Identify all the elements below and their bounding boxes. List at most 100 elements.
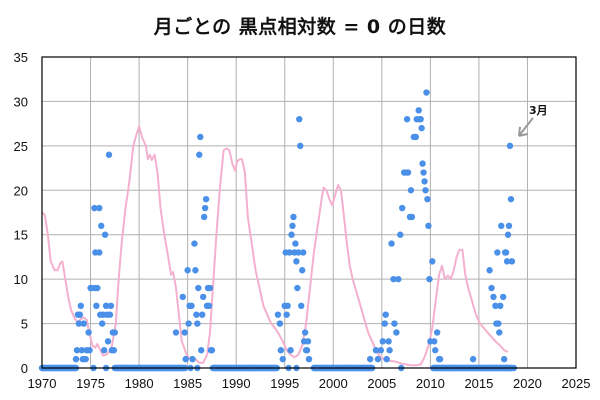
data-point xyxy=(76,311,84,318)
data-point xyxy=(422,187,429,194)
data-point xyxy=(417,116,424,123)
data-point xyxy=(496,329,503,336)
data-point xyxy=(299,267,306,274)
data-point xyxy=(433,329,441,336)
data-point xyxy=(184,267,191,274)
data-point xyxy=(305,355,313,363)
data-point xyxy=(199,293,207,301)
data-point xyxy=(407,187,415,194)
data-point xyxy=(197,133,204,141)
data-point xyxy=(208,347,216,354)
data-point xyxy=(495,320,502,327)
data-point xyxy=(303,347,311,354)
y-tick-label: 35 xyxy=(14,50,28,65)
data-point xyxy=(381,320,388,327)
data-point xyxy=(420,169,427,176)
chart-title: 月ごとの 黒点相対数 = 0 の日数 xyxy=(153,16,447,38)
data-point xyxy=(284,302,291,309)
data-point xyxy=(503,258,511,265)
data-point xyxy=(393,329,400,336)
data-point xyxy=(192,267,199,274)
data-point xyxy=(379,338,386,345)
data-point xyxy=(415,107,422,114)
data-point xyxy=(105,151,113,158)
data-point xyxy=(201,204,209,212)
data-point xyxy=(200,213,208,221)
data-point xyxy=(486,267,493,274)
data-point xyxy=(73,347,81,354)
data-point xyxy=(395,275,402,283)
data-point xyxy=(429,258,436,265)
data-point xyxy=(82,355,89,363)
data-point xyxy=(432,347,439,354)
data-point xyxy=(102,302,110,309)
data-point xyxy=(195,284,202,292)
data-point xyxy=(106,311,114,318)
data-point xyxy=(199,311,206,318)
data-point xyxy=(202,195,210,203)
data-point xyxy=(294,284,301,292)
data-point xyxy=(299,249,307,256)
x-tick-label: 1985 xyxy=(173,376,202,391)
data-point xyxy=(301,329,309,336)
data-point xyxy=(191,240,198,247)
data-point xyxy=(499,293,507,301)
data-point xyxy=(502,249,510,256)
data-point xyxy=(179,293,186,301)
data-point xyxy=(383,355,390,363)
data-point xyxy=(426,275,433,283)
data-point xyxy=(399,204,406,212)
data-point xyxy=(506,142,514,150)
data-point xyxy=(101,231,109,238)
data-point xyxy=(366,355,374,363)
x-tick-label: 2005 xyxy=(367,376,396,391)
data-point xyxy=(397,231,404,238)
data-point xyxy=(193,311,200,318)
data-point xyxy=(292,240,299,247)
data-point xyxy=(500,355,508,363)
data-point xyxy=(412,133,419,141)
x-tick-label: 2000 xyxy=(319,376,348,391)
data-point xyxy=(290,213,297,221)
y-tick-label: 15 xyxy=(14,228,28,243)
data-point xyxy=(78,347,86,354)
data-point xyxy=(276,320,284,327)
data-point xyxy=(386,347,393,354)
data-point xyxy=(391,320,398,327)
data-point xyxy=(182,355,189,363)
data-point xyxy=(288,231,295,238)
data-point xyxy=(504,231,512,238)
data-point xyxy=(96,249,103,256)
data-point xyxy=(72,355,80,363)
data-point xyxy=(469,355,477,363)
data-point xyxy=(304,338,312,345)
x-tick-label: 1980 xyxy=(125,376,154,391)
data-point xyxy=(274,311,282,318)
data-point xyxy=(185,320,192,327)
data-point xyxy=(77,302,85,309)
data-point xyxy=(286,249,293,256)
data-point xyxy=(188,302,195,309)
data-point xyxy=(181,329,188,336)
x-tick-label: 1990 xyxy=(222,376,251,391)
annotation-arrowhead xyxy=(517,126,529,137)
data-point xyxy=(295,249,302,256)
data-point xyxy=(277,347,285,354)
data-point xyxy=(196,151,203,158)
data-point xyxy=(425,222,432,230)
y-tick-label: 10 xyxy=(14,272,28,287)
data-point xyxy=(279,355,286,363)
data-point xyxy=(374,355,382,363)
data-point xyxy=(419,160,426,167)
x-tick-label: 1995 xyxy=(270,376,299,391)
data-point xyxy=(390,275,397,283)
data-point xyxy=(293,258,300,265)
data-point xyxy=(436,355,444,363)
data-point xyxy=(372,347,380,354)
data-point xyxy=(431,338,438,345)
data-point xyxy=(110,347,118,354)
annotation: 3月 xyxy=(517,104,548,137)
data-point xyxy=(497,302,504,309)
